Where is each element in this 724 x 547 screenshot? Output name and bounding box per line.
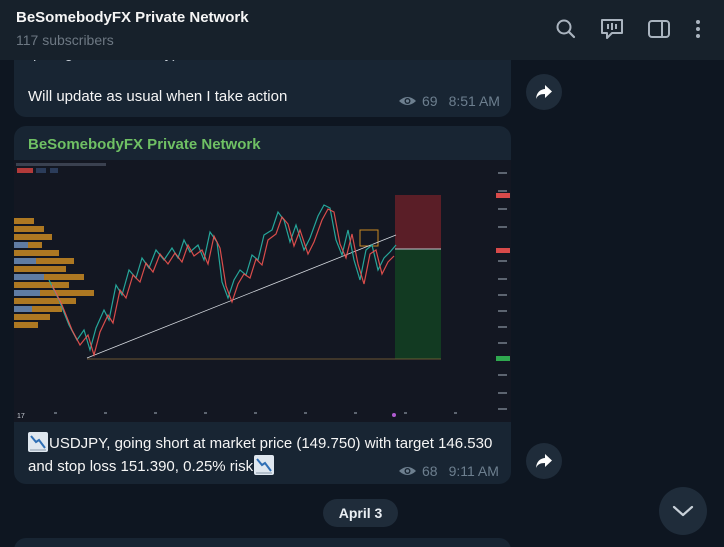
chart-screenshot-image[interactable]: 17: [14, 160, 511, 422]
chart-decreasing-icon: [28, 432, 48, 452]
message-meta: 68 9:11 AM: [398, 463, 499, 479]
message-text-part1: USDJPY, going short at market price (149…: [49, 435, 493, 452]
forward-arrow-icon: [536, 454, 552, 468]
sidebar-toggle-icon: [648, 20, 670, 38]
view-count: 68: [422, 463, 438, 479]
search-icon: [556, 19, 576, 39]
message-text-line2: and stop loss 151.390, 0.25% risk: [28, 455, 275, 478]
more-options-button[interactable]: [684, 15, 712, 43]
live-chat-icon: [601, 19, 623, 39]
message-text: Will update as usual when I take action: [28, 88, 288, 105]
date-separator: April 3: [323, 499, 398, 527]
views-icon: [399, 97, 416, 105]
forward-button[interactable]: [526, 443, 562, 479]
search-button[interactable]: [552, 15, 580, 43]
usdjpy-chart-graphic: 17: [14, 160, 511, 422]
forward-arrow-icon: [536, 85, 552, 99]
message-bubble[interactable]: BeSomebodyFX Private Network: [14, 126, 511, 484]
chevron-down-icon: [672, 505, 694, 517]
chat-header[interactable]: BeSomebodyFX Private Network 117 subscri…: [0, 0, 724, 60]
message-meta: 69 8:51 AM: [398, 93, 500, 109]
message-time: 9:11 AM: [448, 463, 499, 479]
message-time: 8:51 AM: [448, 93, 500, 109]
live-chat-button[interactable]: [598, 15, 626, 43]
message-text-part2: and stop loss 151.390, 0.25% risk: [28, 458, 254, 475]
sender-name: BeSomebodyFX Private Network: [28, 136, 261, 153]
message-text-line1: USDJPY, going short at market price (149…: [28, 432, 492, 455]
sidebar-toggle-button[interactable]: [645, 15, 673, 43]
subscriber-count: 117 subscribers: [16, 32, 114, 48]
channel-title[interactable]: BeSomebodyFX Private Network: [16, 9, 249, 26]
scroll-to-bottom-button[interactable]: [659, 487, 707, 535]
more-options-icon: [696, 20, 700, 38]
views-icon: [399, 467, 416, 475]
view-count: 69: [422, 93, 438, 109]
chart-decreasing-icon: [254, 455, 275, 475]
forward-button[interactable]: [526, 74, 562, 110]
svg-text:17: 17: [17, 413, 25, 420]
message-bubble-partial[interactable]: [14, 538, 511, 547]
